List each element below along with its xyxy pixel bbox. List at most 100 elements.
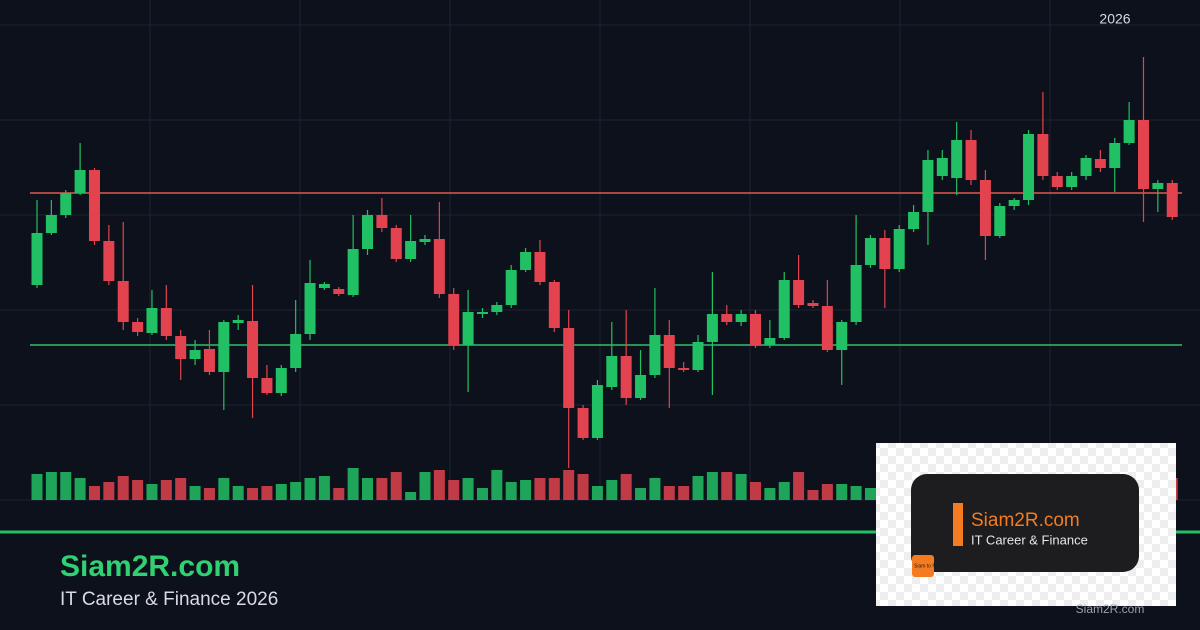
candle-body	[836, 322, 848, 350]
volume-bar	[692, 476, 704, 500]
candle-body	[175, 336, 187, 359]
candle-body	[649, 335, 661, 375]
volume-bar	[850, 486, 862, 500]
candle-body	[448, 294, 460, 345]
volume-bar	[45, 472, 57, 500]
candle-body	[347, 249, 359, 295]
candle-body	[117, 281, 129, 322]
candle-body	[362, 215, 374, 249]
candle-body	[218, 322, 230, 372]
card-name: Siam2R.com	[971, 510, 1080, 531]
candle-body	[390, 228, 402, 259]
candle-body	[951, 140, 963, 178]
candle-body	[203, 349, 215, 372]
candle-body	[821, 306, 833, 350]
candle-body	[318, 284, 330, 288]
card: Siam2R.com IT Career & Finance Siam to R…	[876, 443, 1176, 616]
candle-body	[1152, 183, 1164, 189]
brand-name: Siam2R.com	[60, 550, 240, 583]
candle-body	[591, 385, 603, 438]
volume-bar	[476, 488, 488, 500]
candle-body	[31, 233, 43, 285]
candle-body	[247, 321, 259, 378]
candle-body	[146, 308, 158, 333]
volume-bar	[405, 492, 417, 500]
candle-body	[548, 282, 560, 328]
volume-bar	[74, 478, 86, 500]
candle-body	[405, 241, 417, 259]
volume-bar	[520, 480, 532, 500]
candle-body	[132, 322, 144, 332]
candle-body	[936, 158, 948, 176]
candle-body	[994, 206, 1006, 236]
volume-bar	[864, 488, 876, 500]
volume-bar	[218, 478, 230, 500]
volume-bar	[60, 472, 72, 500]
candle-body	[577, 408, 589, 438]
candle-body	[1051, 176, 1063, 187]
volume-bar	[146, 484, 158, 500]
candle-body	[275, 368, 287, 393]
candle-body	[290, 334, 302, 368]
candle-body	[563, 328, 575, 408]
volume-bar	[189, 486, 201, 500]
candle-body	[635, 375, 647, 398]
candle-body	[807, 303, 819, 306]
candle-body	[922, 160, 934, 212]
volume-bar	[333, 488, 345, 500]
candle-body	[103, 241, 115, 281]
candle-body	[232, 320, 244, 323]
candle-body	[735, 314, 747, 322]
candle-body	[764, 338, 776, 345]
candle-body	[60, 193, 72, 215]
volume-bar	[548, 478, 560, 500]
candle-body	[1023, 134, 1035, 200]
volume-bar	[275, 484, 287, 500]
candle-body	[965, 140, 977, 180]
candle-body	[1123, 120, 1135, 143]
card-footer: Siam2R.com	[1076, 602, 1145, 616]
candle-body	[534, 252, 546, 282]
candle-body	[1166, 183, 1178, 217]
volume-bar	[376, 478, 388, 500]
candle-body	[793, 280, 805, 305]
plot	[30, 57, 1182, 500]
card-tagline: IT Career & Finance	[971, 532, 1088, 547]
candle-body	[333, 289, 345, 294]
volume-bar	[318, 476, 330, 500]
candle-body	[491, 305, 503, 312]
volume-bar	[735, 474, 747, 500]
candle-body	[620, 356, 632, 398]
candle-body	[1094, 159, 1106, 168]
candle-body	[721, 314, 733, 322]
volume-bar	[577, 474, 589, 500]
volume-bar	[620, 474, 632, 500]
candle-body	[678, 368, 690, 370]
candle-body	[160, 308, 172, 336]
brand-tagline: IT Career & Finance 2026	[60, 589, 278, 610]
candle-body	[908, 212, 920, 229]
candle-body	[74, 170, 86, 193]
candle-body	[778, 280, 790, 338]
candle-body	[1080, 158, 1092, 176]
volume-bar	[606, 480, 618, 500]
candle-body	[879, 238, 891, 269]
volume-bar	[649, 478, 661, 500]
candle-body	[476, 312, 488, 314]
candle-body	[850, 265, 862, 322]
volume-bar	[362, 478, 374, 500]
volume-bar	[491, 470, 503, 500]
volume-bar	[721, 472, 733, 500]
candle-body	[1037, 134, 1049, 176]
volume-bar	[563, 470, 575, 500]
volume-bar	[534, 478, 546, 500]
card-panel	[911, 474, 1139, 572]
candle-body	[189, 350, 201, 359]
volume-bar	[88, 486, 100, 500]
candle-body	[864, 238, 876, 265]
volume-bar	[663, 486, 675, 500]
candle-body	[505, 270, 517, 305]
volume-bar	[232, 486, 244, 500]
